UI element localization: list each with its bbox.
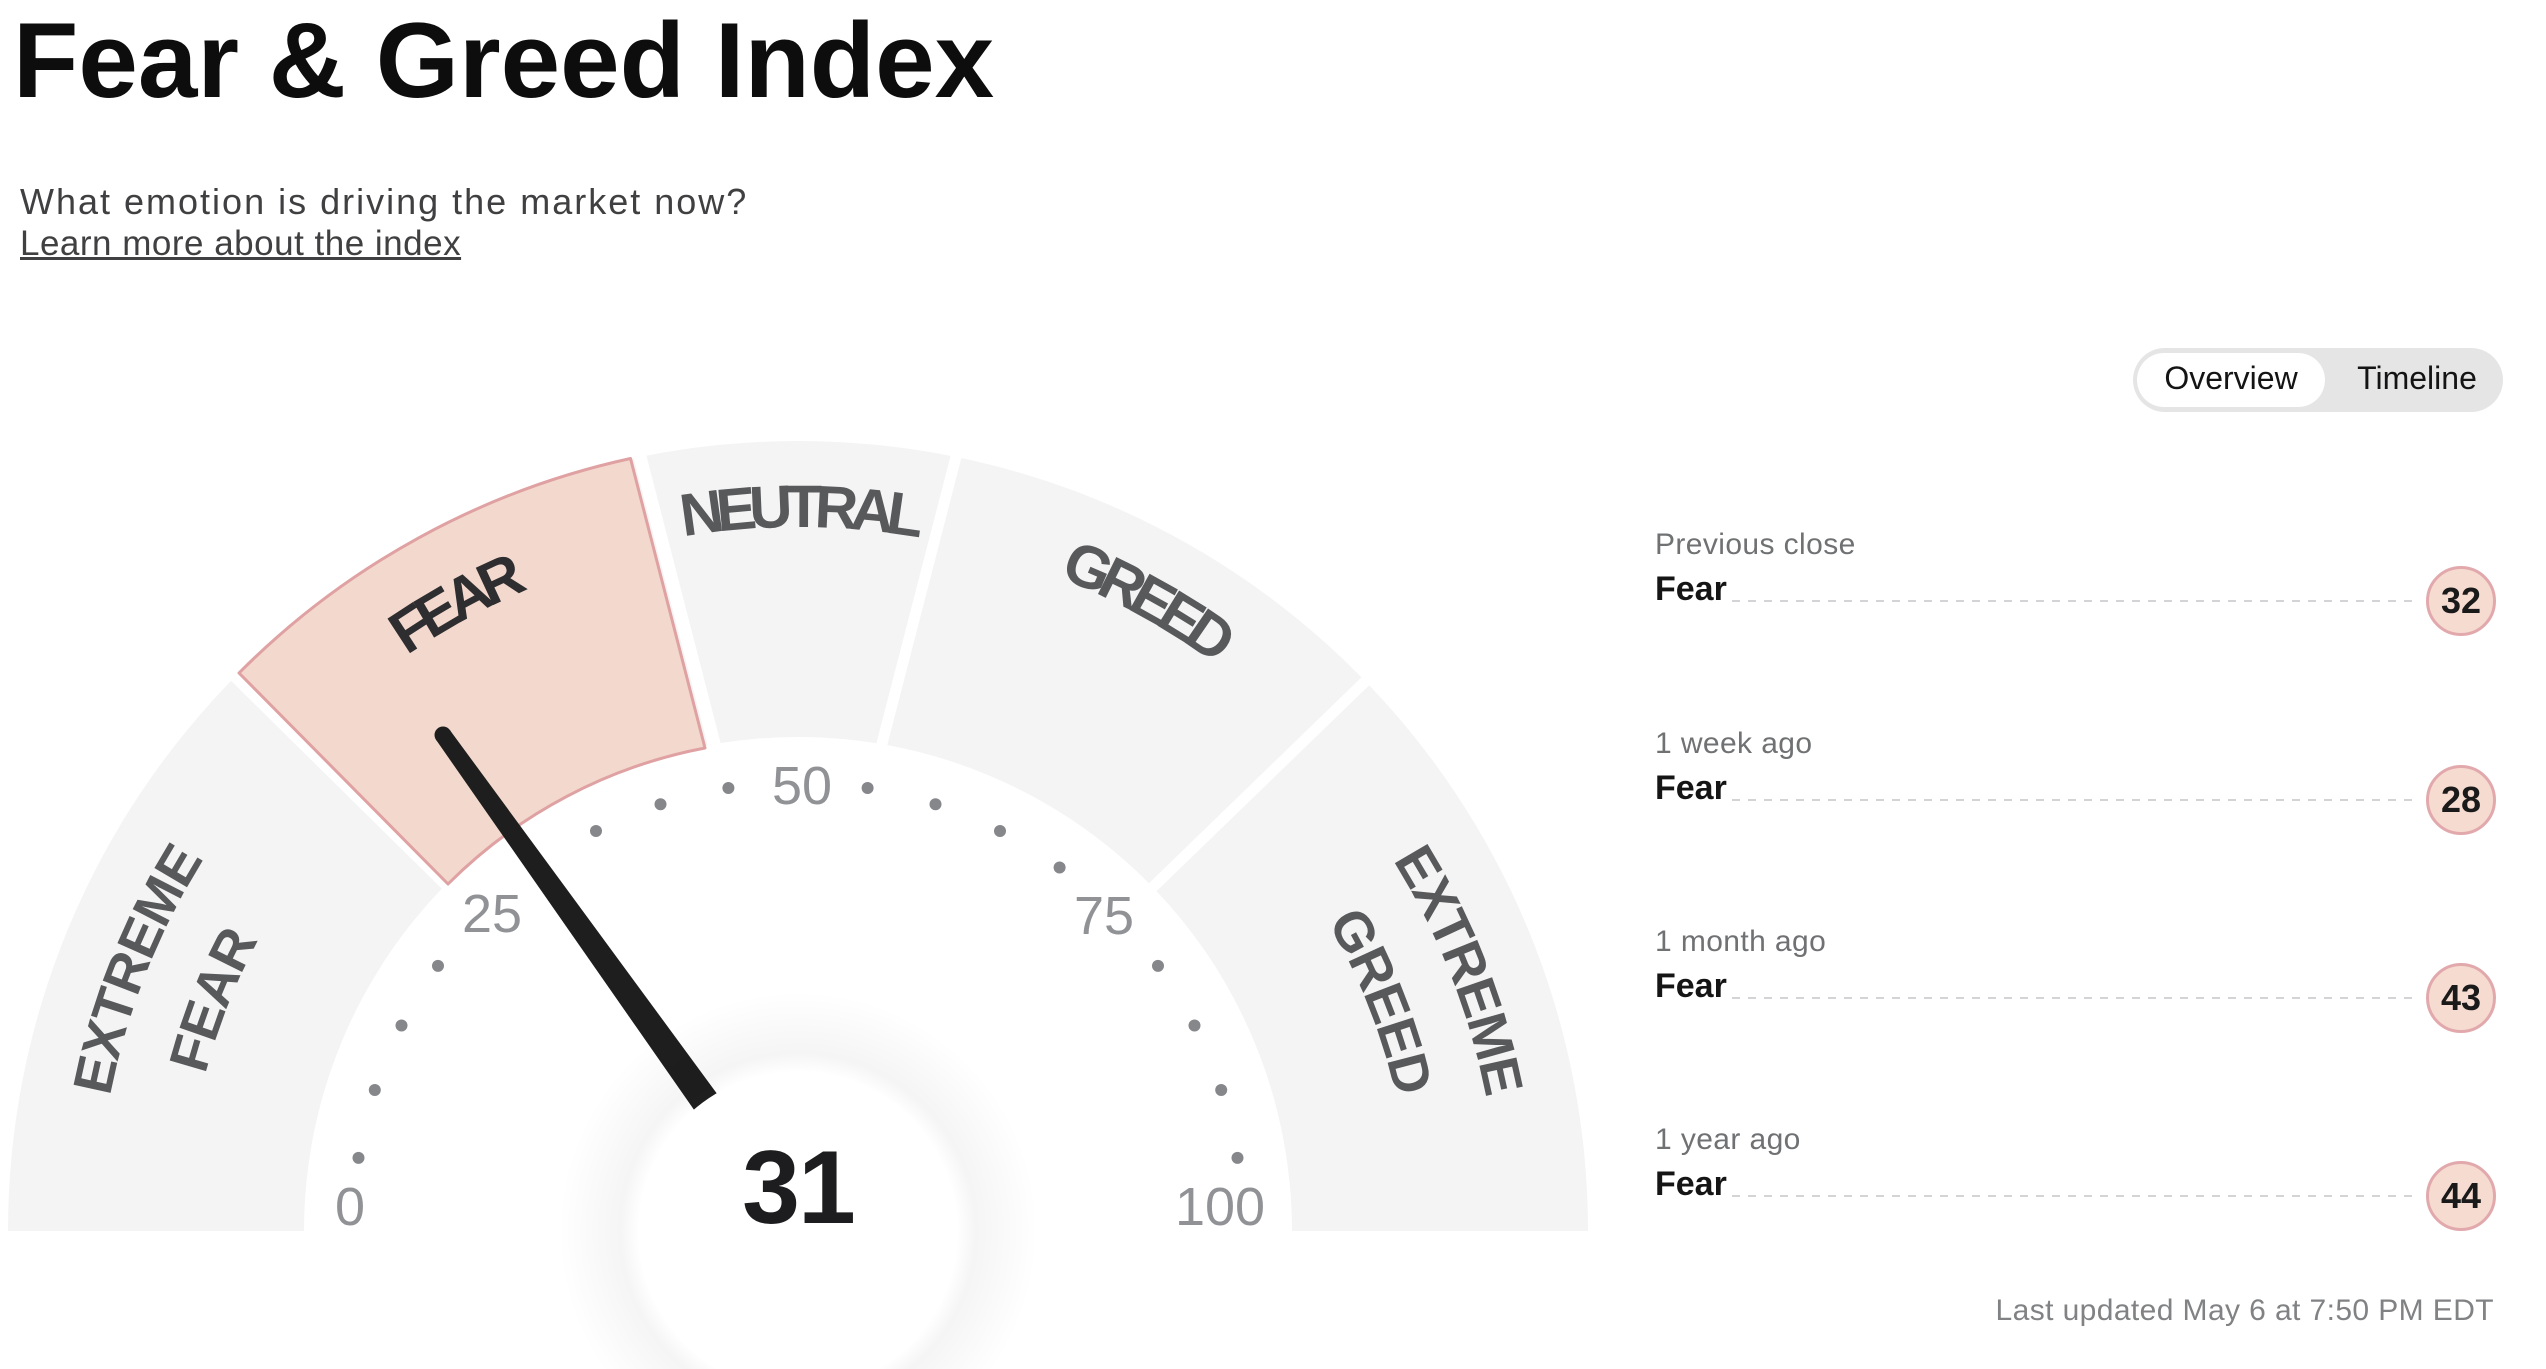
- svg-text:0: 0: [335, 1177, 365, 1237]
- svg-text:31: 31: [742, 1130, 854, 1246]
- svg-text:NEUTRAL: NEUTRAL: [676, 473, 927, 550]
- svg-text:50: 50: [772, 756, 832, 816]
- svg-text:75: 75: [1074, 886, 1134, 946]
- svg-text:100: 100: [1175, 1177, 1265, 1237]
- svg-text:25: 25: [462, 884, 522, 944]
